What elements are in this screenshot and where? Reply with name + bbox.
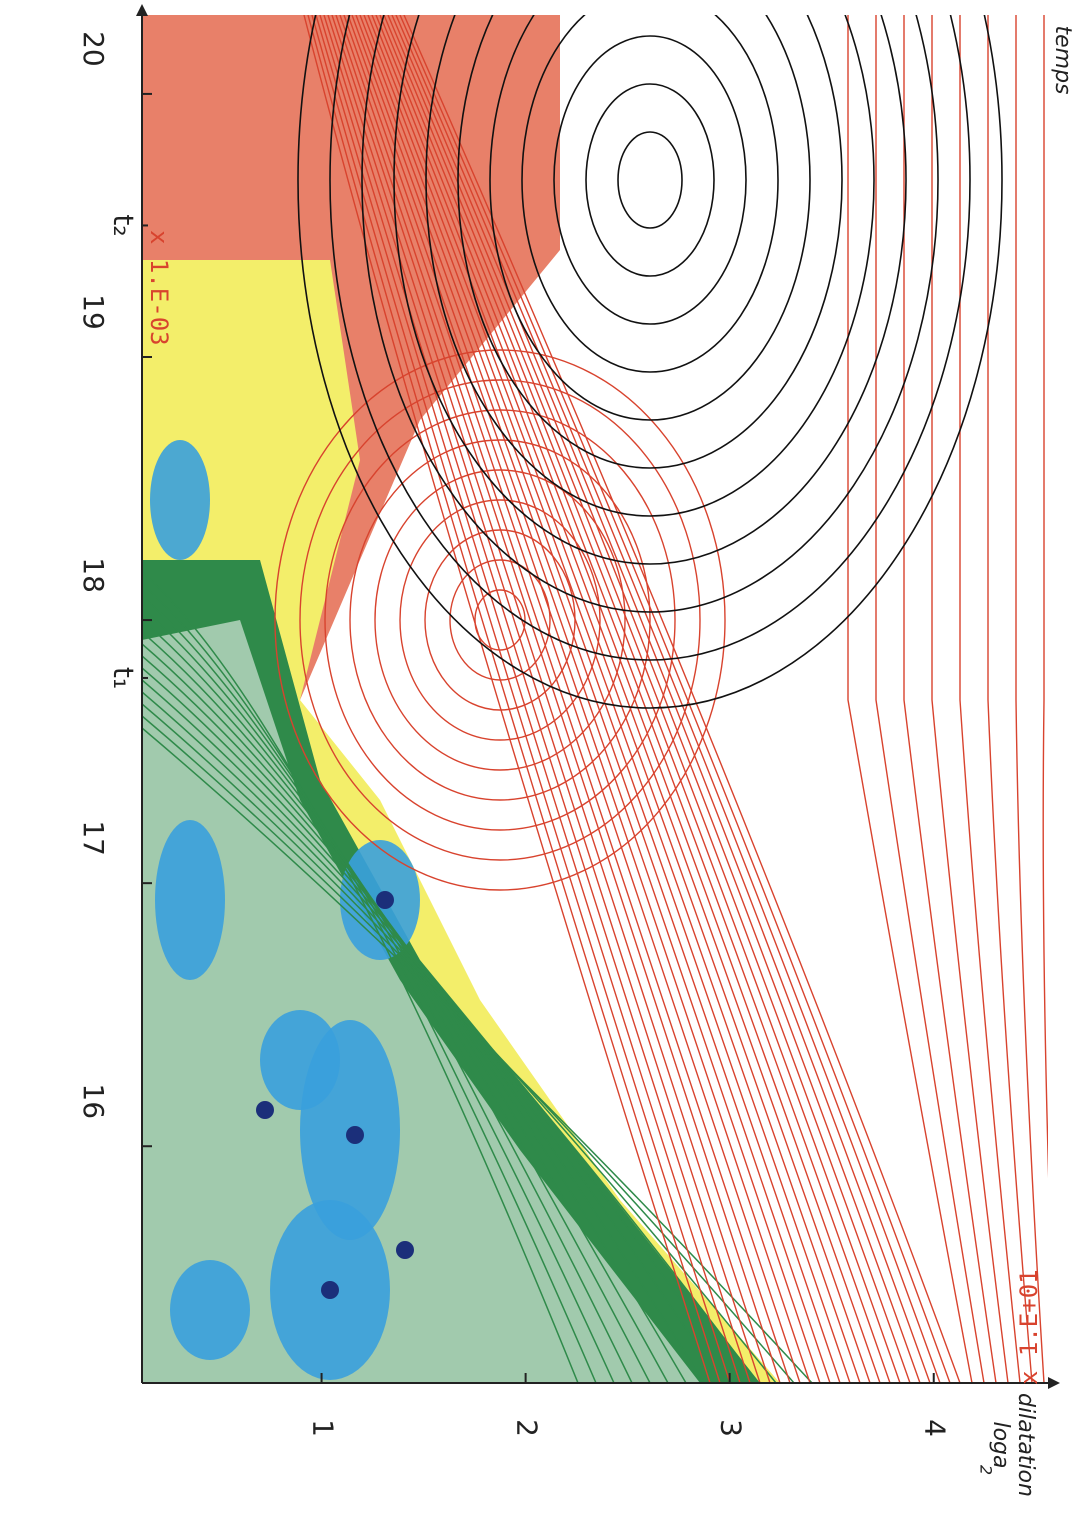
y-axis-unit-sub: 2 (977, 1465, 996, 1475)
contour-field (142, 15, 1048, 1383)
red-contour (387, 15, 921, 1383)
blue-blob (260, 1010, 340, 1110)
black-contour (329, 15, 971, 661)
red-contour (959, 15, 1021, 1383)
time-mark-label: t₁ (107, 667, 140, 689)
x-tick-label: 17 (77, 820, 110, 856)
red-loop (349, 439, 651, 801)
blue-blob (150, 440, 210, 560)
blue-blob (155, 820, 225, 980)
green-contour (142, 703, 777, 1383)
scale-label: x 1.E-03 (145, 230, 173, 346)
green-contour (142, 715, 795, 1383)
dark-blob (346, 1126, 364, 1144)
black-contour (489, 15, 811, 421)
red-loop (299, 379, 701, 861)
red-loop (274, 349, 726, 891)
green-contour (142, 655, 705, 1383)
red-contour (359, 15, 851, 1383)
red-loop (424, 529, 576, 711)
black-contour (585, 83, 715, 277)
blue-blob (170, 1260, 250, 1360)
red-contour (303, 15, 711, 1383)
red-contour (363, 15, 861, 1383)
red-contour (319, 15, 751, 1383)
red-loop (399, 499, 601, 741)
green-contour (142, 667, 723, 1383)
red-loop (324, 409, 676, 831)
green-contour (142, 691, 759, 1383)
black-contour (425, 15, 875, 517)
red-contour (323, 15, 761, 1383)
red-contour (367, 15, 871, 1383)
red-contour (403, 15, 961, 1383)
red-contour (375, 15, 891, 1383)
y-axis-label: dilatation (1013, 1393, 1038, 1497)
red-contour (1042, 15, 1048, 1179)
red-contour (343, 15, 811, 1383)
black-contour (617, 131, 683, 229)
red-contour (379, 15, 901, 1383)
dark-blob (396, 1241, 414, 1259)
y-tick-label: 3 (715, 1419, 748, 1437)
red-contour (331, 15, 781, 1383)
red-contour (987, 15, 1033, 1383)
red-contour (339, 15, 801, 1383)
red-contour (903, 15, 997, 1383)
red-loop (474, 589, 526, 651)
dilatation-arrow (1048, 1377, 1060, 1389)
red-contour (307, 15, 721, 1383)
dark-blob (376, 891, 394, 909)
red-loop (449, 559, 551, 681)
red-contour (347, 15, 821, 1383)
x-tick-label: 18 (77, 557, 110, 593)
red-contour (351, 15, 831, 1383)
black-contour (393, 15, 907, 565)
red-contour (391, 15, 931, 1383)
dark-blob (256, 1101, 274, 1119)
time-mark-label: t₂ (107, 214, 140, 236)
red-contour (1015, 15, 1045, 1383)
white-region (142, 620, 700, 1383)
y-axis-unit: loga (988, 1421, 1013, 1468)
dark-blob (321, 1281, 339, 1299)
y-tick-label: 1 (307, 1419, 340, 1437)
y-tick-label: 4 (919, 1419, 952, 1437)
red-contour (931, 15, 1009, 1383)
red-contour (327, 15, 771, 1383)
green-contour (142, 679, 741, 1383)
green-contour (142, 727, 813, 1383)
black-contour (457, 15, 843, 469)
red-contour (315, 15, 741, 1383)
black-contour (553, 35, 747, 325)
x-tick-label: 19 (77, 294, 110, 330)
time-arrow (136, 4, 148, 16)
black-contour (297, 15, 1003, 709)
x-axis-label: temps (1050, 25, 1075, 94)
black-contour (361, 15, 939, 613)
scale-label: x 1.E+01 (1015, 1269, 1043, 1385)
red-contour (395, 15, 941, 1383)
y-tick-label: 2 (511, 1419, 544, 1437)
red-contour (847, 15, 973, 1383)
red-contour (875, 15, 985, 1383)
red-contour (311, 15, 731, 1383)
x-tick-label: 20 (77, 31, 110, 67)
red-contour (371, 15, 881, 1383)
x-tick-label: 16 (77, 1083, 110, 1119)
black-contour (521, 15, 779, 373)
red-loop (374, 469, 626, 771)
